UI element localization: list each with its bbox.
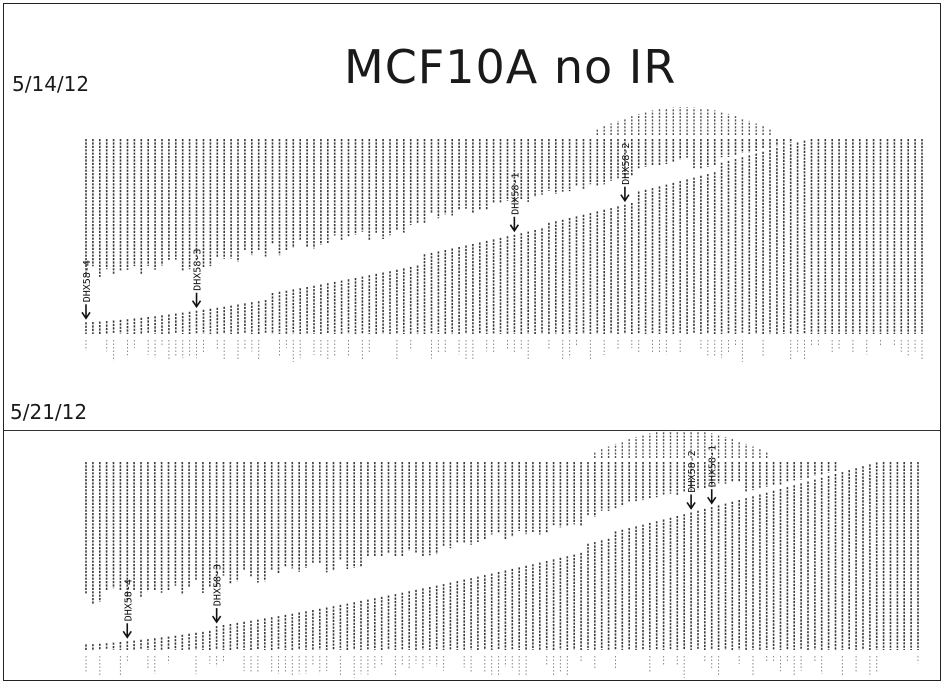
panel-separator-line bbox=[4, 430, 940, 431]
panel-date-label: 5/14/12 bbox=[12, 72, 90, 96]
annotation-arrowhead bbox=[686, 502, 696, 510]
slide: MCF10A no IR 5/14/12 5/21/12 DHX58-4 DHX5… bbox=[3, 3, 941, 681]
bar-chart-area: DHX58-4 DHX58-3 DHX58-1 DHX58-2 DHX58-4 DHX58… bbox=[81, 107, 923, 678]
annotation-arrowhead bbox=[211, 615, 222, 624]
annotation-arrowhead bbox=[81, 311, 91, 320]
panel-date-label: 5/21/12 bbox=[10, 400, 88, 424]
slide-title: MCF10A no IR bbox=[344, 40, 677, 94]
annotation-label: DHX58-4 bbox=[82, 260, 93, 302]
annotation-label: DHX58-1 bbox=[510, 173, 521, 215]
annotation-arrowhead bbox=[122, 630, 132, 639]
annotation-arrowhead bbox=[509, 224, 520, 233]
annotation-label: DHX58-2 bbox=[687, 450, 698, 492]
annotation-label: DHX58-3 bbox=[193, 249, 204, 291]
annotation-arrowhead bbox=[707, 496, 717, 505]
annotation-label: DHX58-4 bbox=[123, 579, 134, 621]
annotation-label: DHX58-2 bbox=[621, 143, 632, 185]
annotation-arrowhead bbox=[620, 194, 630, 203]
annotation-label: DHX58-1 bbox=[708, 445, 719, 487]
annotation-arrowhead bbox=[191, 300, 202, 309]
annotation-label: DHX58-3 bbox=[213, 564, 224, 606]
